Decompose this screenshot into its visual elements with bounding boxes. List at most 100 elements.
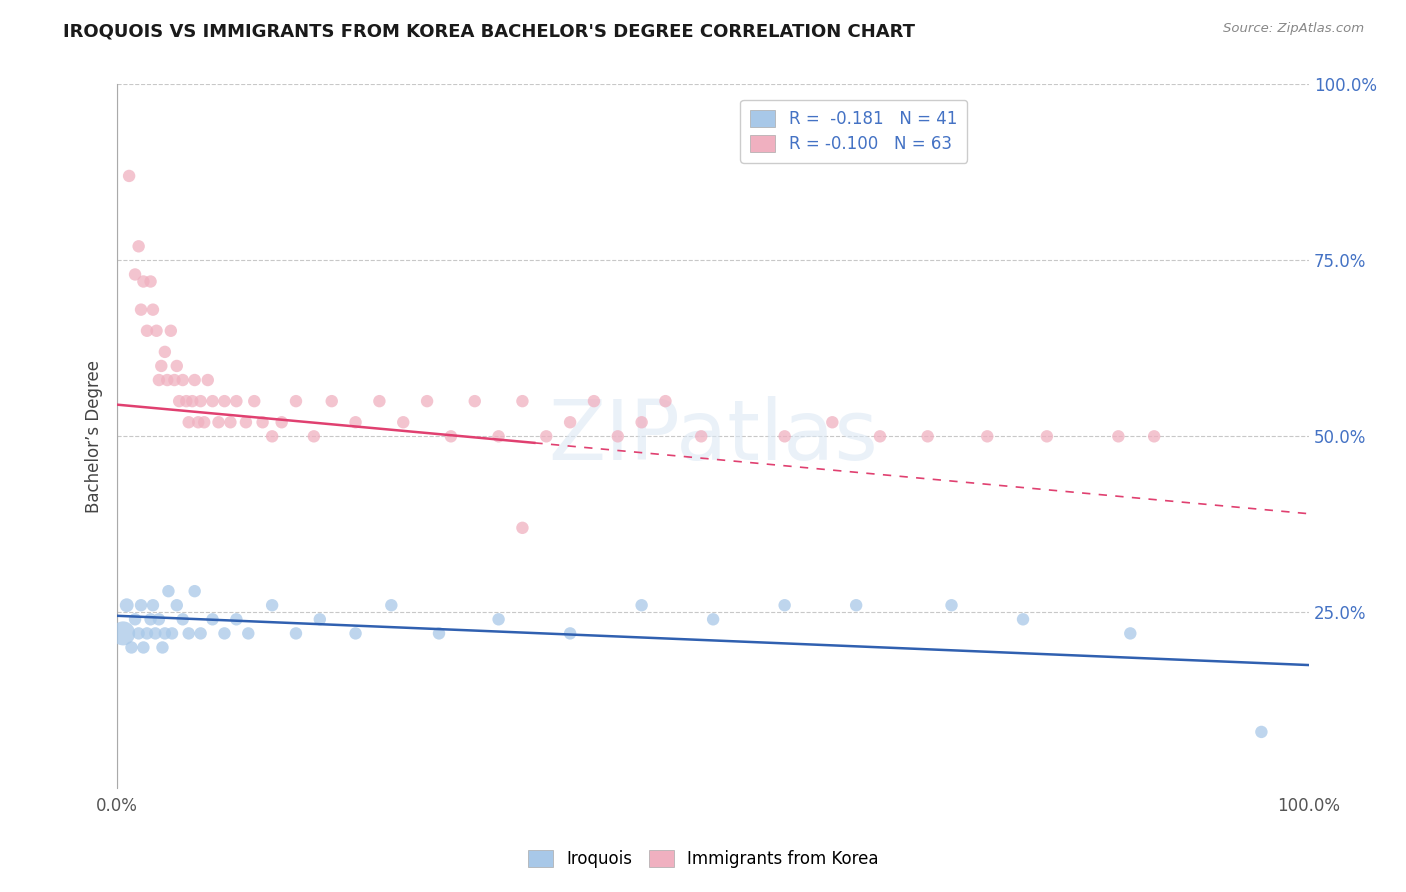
Point [148,612,170,626]
Point [321,394,343,409]
Point [219,415,242,429]
Point [121,640,143,655]
Point [440,429,463,443]
Point [197,373,219,387]
Point [183,373,205,387]
Point [606,429,628,443]
Point [773,599,796,613]
Point [148,373,170,387]
Point [115,599,138,613]
Point [238,626,260,640]
Point [207,415,229,429]
Point [172,612,194,626]
Point [582,394,605,409]
Point [129,302,152,317]
Point [193,415,215,429]
Point [132,275,155,289]
Point [630,599,652,613]
Point [129,599,152,613]
Point [181,394,204,409]
Point [1107,429,1129,443]
Point [368,394,391,409]
Point [150,359,173,373]
Point [124,612,146,626]
Point [190,626,212,640]
Point [166,599,188,613]
Point [167,394,190,409]
Point [156,373,179,387]
Point [262,429,284,443]
Point [166,359,188,373]
Point [160,626,183,640]
Point [201,394,224,409]
Point [344,415,367,429]
Point [630,415,652,429]
Point [243,394,266,409]
Point [941,599,963,613]
Point [536,429,558,443]
Point [690,429,713,443]
Legend: Iroquois, Immigrants from Korea: Iroquois, Immigrants from Korea [520,843,886,875]
Point [145,324,167,338]
Point [128,626,150,640]
Point [177,415,200,429]
Point [380,599,402,613]
Point [392,415,415,429]
Point [139,275,162,289]
Point [869,429,891,443]
Point [702,612,724,626]
Point [128,239,150,253]
Point [177,626,200,640]
Point [558,415,581,429]
Point [136,626,159,640]
Point [176,394,198,409]
Point [558,626,581,640]
Text: Source: ZipAtlas.com: Source: ZipAtlas.com [1223,22,1364,36]
Point [143,626,166,640]
Point [112,626,135,640]
Legend: R =  -0.181   N = 41, R = -0.100   N = 63: R = -0.181 N = 41, R = -0.100 N = 63 [741,100,967,163]
Point [270,415,292,429]
Point [214,626,236,640]
Point [159,324,181,338]
Point [464,394,486,409]
Point [1119,626,1142,640]
Point [262,599,284,613]
Point [201,612,224,626]
Point [308,612,330,626]
Point [654,394,676,409]
Point [344,626,367,640]
Point [773,429,796,443]
Point [163,373,186,387]
Point [225,394,247,409]
Text: ZIPatlas: ZIPatlas [548,396,879,477]
Point [1012,612,1035,626]
Point [139,612,162,626]
Point [285,626,308,640]
Point [1036,429,1059,443]
Point [153,344,176,359]
Point [1250,725,1272,739]
Point [512,521,534,535]
Point [153,626,176,640]
Point [225,612,247,626]
Point [214,394,236,409]
Y-axis label: Bachelor’s Degree: Bachelor’s Degree [86,359,103,513]
Point [302,429,325,443]
Point [118,169,141,183]
Point [1143,429,1166,443]
Point [136,324,159,338]
Point [132,640,155,655]
Point [124,268,146,282]
Point [427,626,450,640]
Point [183,584,205,599]
Point [142,302,165,317]
Point [187,415,209,429]
Point [152,640,174,655]
Point [172,373,194,387]
Point [416,394,439,409]
Text: IROQUOIS VS IMMIGRANTS FROM KOREA BACHELOR'S DEGREE CORRELATION CHART: IROQUOIS VS IMMIGRANTS FROM KOREA BACHEL… [63,22,915,40]
Point [917,429,939,443]
Point [142,599,165,613]
Point [252,415,274,429]
